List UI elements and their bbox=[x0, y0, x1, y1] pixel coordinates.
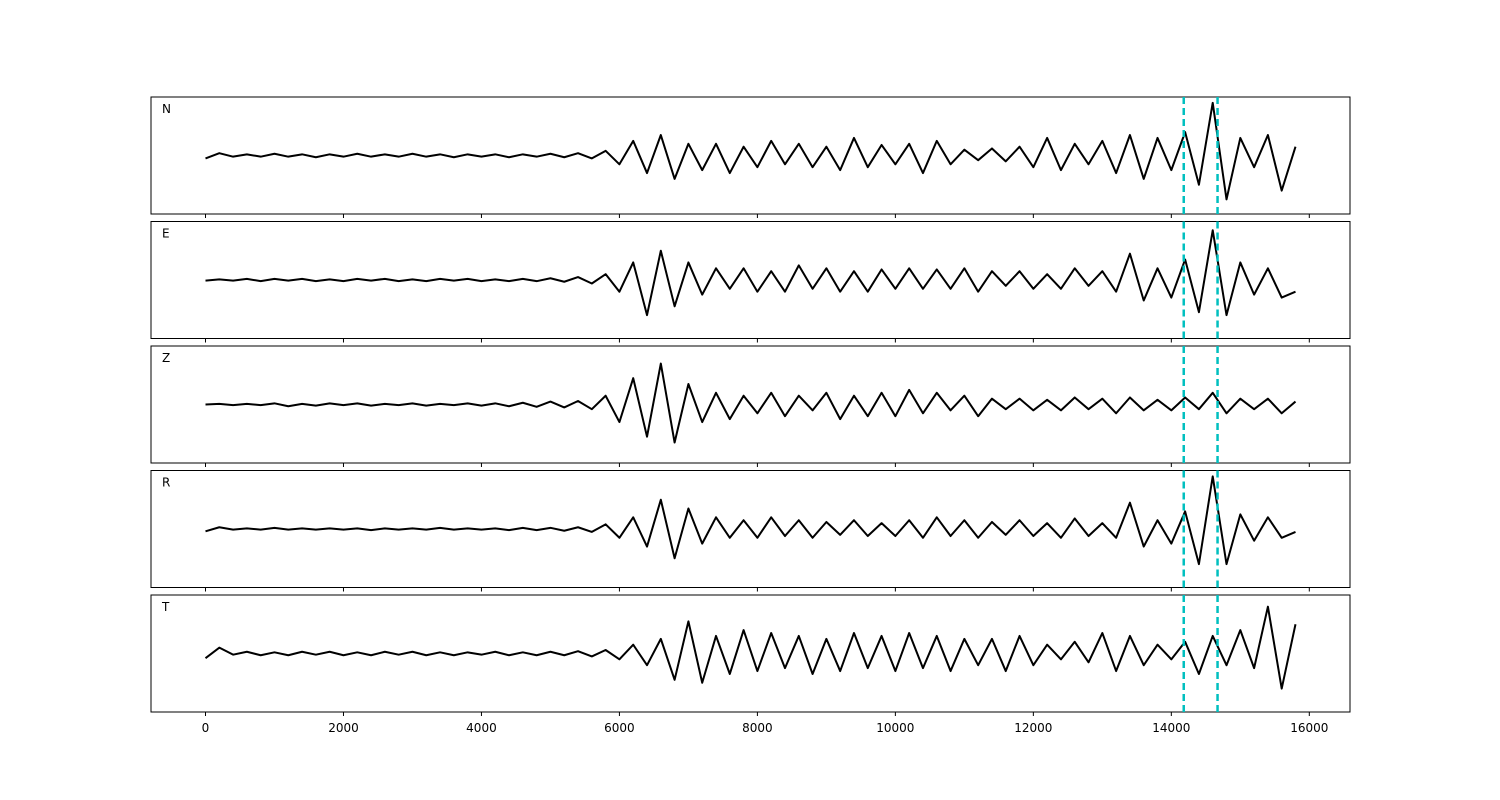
trace-line bbox=[205, 229, 1296, 317]
x-tick-label: 8000 bbox=[742, 721, 773, 735]
panel-label: T bbox=[161, 600, 170, 614]
x-tick-label: 10000 bbox=[876, 721, 914, 735]
panel-frame bbox=[150, 96, 1351, 215]
x-tick-label: 4000 bbox=[466, 721, 497, 735]
x-tick-label: 16000 bbox=[1290, 721, 1328, 735]
trace-line bbox=[205, 362, 1297, 444]
panel-label: E bbox=[162, 227, 170, 241]
x-tick-label: 14000 bbox=[1152, 721, 1190, 735]
trace-line bbox=[205, 475, 1296, 566]
panel-frame bbox=[150, 470, 1351, 588]
panel-label: N bbox=[162, 102, 171, 116]
x-tick-label: 0 bbox=[202, 721, 210, 735]
panel-label: R bbox=[162, 476, 170, 490]
panel-frame bbox=[150, 345, 1351, 464]
trace-line bbox=[204, 605, 1297, 690]
x-tick-label: 6000 bbox=[604, 721, 635, 735]
x-tick-label: 12000 bbox=[1014, 721, 1052, 735]
panel-frame bbox=[150, 221, 1351, 339]
trace-line bbox=[205, 101, 1297, 201]
x-tick-label: 2000 bbox=[328, 721, 359, 735]
panel-label: Z bbox=[162, 351, 170, 365]
panel-frame bbox=[150, 594, 1351, 713]
